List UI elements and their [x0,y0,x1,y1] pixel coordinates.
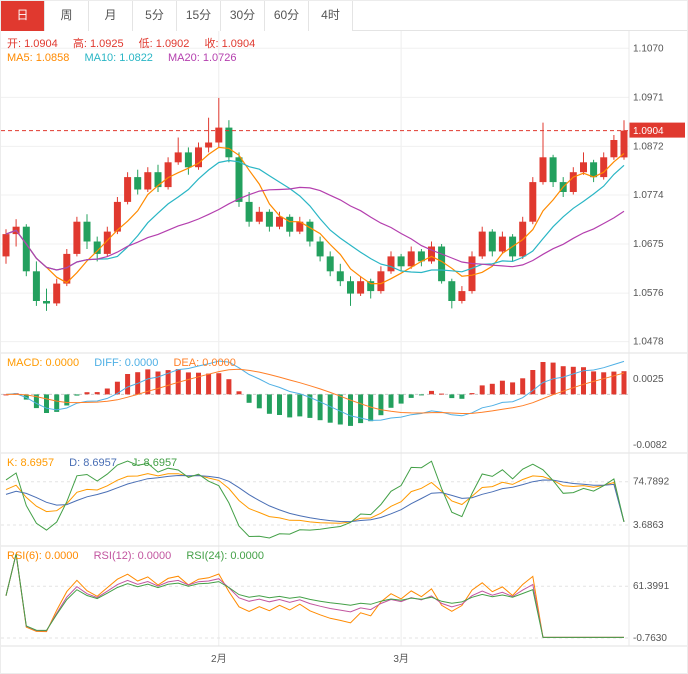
close-readout: 收: 1.0904 [204,38,256,50]
chart-canvas[interactable]: 2月 3月 1.1070 1.0971 1.0872 1.0774 1.0675 1.0576… [1,31,688,674]
open-readout: 开: 1.0904 [7,38,58,50]
high-readout: 高: 1.0925 [72,38,124,50]
low-readout: 低: 1.0902 [138,38,190,50]
tab-monthly[interactable]: 月 [89,1,133,31]
diff-value: DIFF: 0.0000 [94,357,159,369]
tab-30min[interactable]: 30分 [221,1,265,31]
kdj-readout: K: 8.6957 D: 8.6957 J: 8.6957 [7,457,189,469]
rsi-axis-tick: 61.3991 [633,581,670,592]
price-axis-tick: 1.0478 [633,337,664,348]
k-value: K: 8.6957 [7,457,55,469]
rsi12-value: RSI(12): 0.0000 [93,550,172,562]
macd-axis-tick: -0.0082 [633,440,667,451]
ma5-readout: MA5: 1.0858 [7,52,70,64]
price-axis-tick: 1.0971 [633,92,664,103]
kdj-axis-tick: 74.7892 [633,477,670,488]
macd-readout: MACD: 0.0000 DIFF: 0.0000 DEA: 0.0000 [7,357,248,369]
ma20-readout: MA20: 1.0726 [168,52,237,64]
tab-15min[interactable]: 15分 [177,1,221,31]
month-label: 2月 [211,653,227,665]
kdj-axis-tick: 3.6863 [633,520,664,531]
macd-value: MACD: 0.0000 [7,357,80,369]
current-price-badge [629,122,685,138]
dea-value: DEA: 0.0000 [173,357,236,369]
d-value: D: 8.6957 [69,457,117,469]
tab-5min[interactable]: 5分 [133,1,177,31]
price-axis-tick: 1.0774 [633,190,664,201]
ma-readout: MA5: 1.0858 MA10: 1.0822 MA20: 1.0726 [7,52,249,64]
price-axis-tick: 1.0576 [633,288,664,299]
price-axis-tick: 1.0675 [633,239,664,250]
macd-axis-tick: 0.0025 [633,374,664,385]
rsi6-value: RSI(6): 0.0000 [7,550,79,562]
ohlc-readout: 开: 1.0904 高: 1.0925 低: 1.0902 收: 1.0904 [7,35,267,51]
timeframe-tabbar: 日周月 5分 15分 30分 60分 4时 [1,1,687,31]
ma10-readout: MA10: 1.0822 [84,52,153,64]
j-value: J: 8.6957 [131,457,178,469]
current-price-label: 1.0904 [633,126,664,137]
price-axis-tick: 1.1070 [633,43,664,54]
price-axis-tick: 1.0872 [633,141,664,152]
rsi-axis-tick: -0.7630 [633,633,667,644]
tab-weekly[interactable]: 周 [45,1,89,31]
month-label: 3月 [393,653,409,665]
tab-60min[interactable]: 60分 [265,1,309,31]
tab-daily[interactable]: 日 [1,1,45,31]
rsi-readout: RSI(6): 0.0000 RSI(12): 0.0000 RSI(24): … [7,550,276,562]
rsi24-value: RSI(24): 0.0000 [186,550,264,562]
tab-4hour[interactable]: 4时 [309,1,353,31]
